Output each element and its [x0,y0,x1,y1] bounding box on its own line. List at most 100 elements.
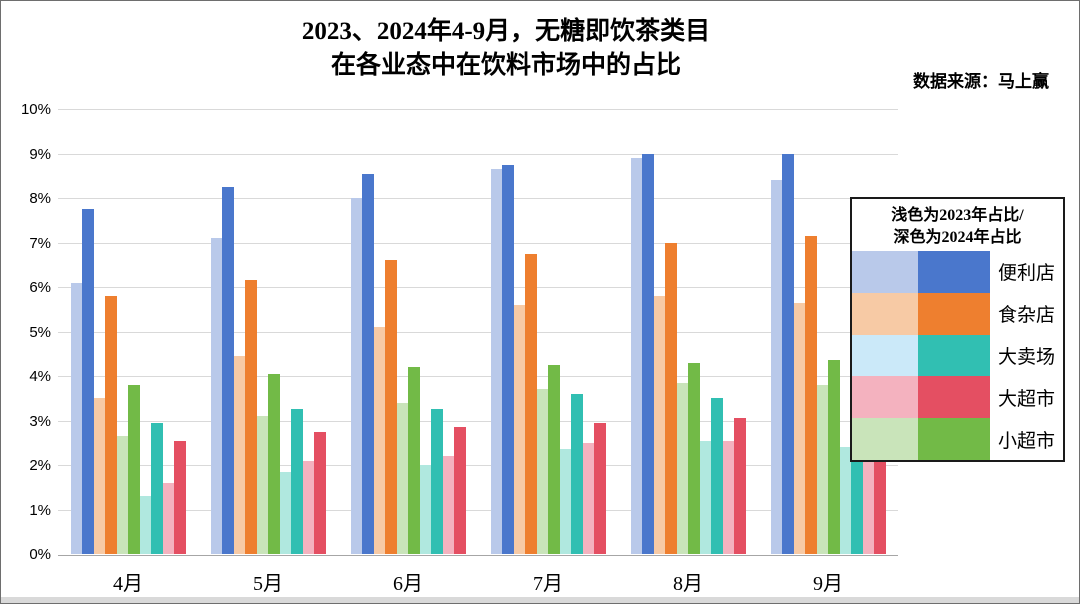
y-tick-label: 10% [20,101,51,118]
bar-小超市-2024-6月 [408,367,420,554]
bar-大超市-2024-5月 [314,431,326,554]
legend-swatch-2023-大卖场 [852,334,918,377]
gridline-8pct [58,198,898,199]
bar-小超市-2023-6月 [396,402,408,554]
bar-大超市-2024-4月 [174,440,186,554]
bar-大卖场-2024-7月 [571,393,583,554]
legend-row-食杂店: 食杂店 [852,292,1063,335]
data-source-label: 数据来源：马上赢 [913,72,1049,91]
gridline-2pct [58,465,898,466]
gridline-0pct [58,555,898,556]
bar-大超市-2024-6月 [454,427,466,554]
legend-swatch-2023-食杂店 [852,292,918,335]
y-tick-label: 4% [29,368,51,385]
legend-swatch-2024-小超市 [918,418,990,460]
bar-食杂店-2024-9月 [805,235,817,554]
legend-swatch-2024-大超市 [918,376,990,419]
y-tick-label: 7% [29,234,51,252]
bar-便利店-2024-9月 [782,153,794,554]
y-tick-label: 8% [29,190,51,207]
y-tick-label: 0% [29,546,51,563]
bar-大卖场-2023-8月 [699,440,711,554]
gridline-10pct [58,109,898,110]
bar-小超市-2024-9月 [828,360,840,554]
bar-食杂店-2023-4月 [93,398,105,554]
chart-title: 2023、2024年4-9月，无糖即饮茶类目 在各业态中在饮料市场中的占比 [61,15,951,83]
gridline-9pct [58,153,898,155]
legend-swatch-2023-大超市 [852,376,918,419]
y-tick-label: 3% [29,412,51,430]
gridline-4pct [58,376,898,377]
bar-便利店-2024-4月 [82,209,94,554]
y-tick-label: 1% [29,501,51,519]
y-tick-label: 5% [29,323,51,341]
bar-食杂店-2023-5月 [233,355,245,554]
bar-大超市-2023-5月 [302,460,314,554]
bar-便利店-2024-7月 [502,164,514,554]
bar-大超市-2023-7月 [582,442,594,554]
x-label-9月: 9月 [813,573,843,595]
x-label-4月: 4月 [113,573,143,595]
bar-便利店-2023-9月 [770,180,782,554]
bar-食杂店-2023-9月 [793,302,805,554]
bar-食杂店-2023-6月 [373,327,385,554]
legend-box: 浅色为2023年占比/ 深色为2024年占比 便利店食杂店大卖场大超市小超市 [850,197,1065,462]
bar-便利店-2023-8月 [630,157,642,554]
bar-大超市-2023-9月 [862,449,874,554]
bar-便利店-2023-6月 [350,198,362,554]
bar-食杂店-2024-5月 [245,280,257,554]
bar-小超市-2023-9月 [816,384,828,554]
bar-便利店-2024-6月 [362,173,374,554]
legend-rows: 便利店食杂店大卖场大超市小超市 [852,251,1063,460]
bar-大超市-2023-8月 [722,440,734,554]
gridline-7pct [58,242,898,244]
bar-大卖场-2023-6月 [419,465,431,554]
legend-label-大超市: 大超市 [997,388,1055,410]
bar-食杂店-2024-7月 [525,253,537,554]
bar-大卖场-2023-5月 [279,471,291,554]
bar-小超市-2024-4月 [128,384,140,554]
legend-row-大超市: 大超市 [852,376,1063,419]
bar-便利店-2024-5月 [222,186,234,554]
x-label-8月: 8月 [673,573,703,595]
x-label-5月: 5月 [253,573,283,595]
screenshot-bottom-edge [1,597,1079,603]
legend-swatch-2024-食杂店 [918,292,990,335]
chart-title-line2: 在各业态中在饮料市场中的占比 [330,52,681,79]
legend-title-line1: 浅色为2023年占比/ [891,207,1024,224]
bar-食杂店-2023-8月 [653,295,665,554]
bar-大卖场-2023-7月 [559,449,571,554]
bar-小超市-2023-7月 [536,389,548,554]
y-tick-label: 2% [29,457,51,474]
legend-row-大卖场: 大卖场 [852,334,1063,377]
gridline-3pct [58,420,898,422]
y-tick-label: 6% [29,279,51,296]
bar-食杂店-2024-4月 [105,295,117,554]
legend-row-小超市: 小超市 [852,418,1063,460]
bar-大卖场-2024-8月 [711,398,723,554]
legend-title: 浅色为2023年占比/ 深色为2024年占比 [852,199,1063,251]
bar-大超市-2023-4月 [162,482,174,554]
legend-swatch-2024-便利店 [918,251,990,293]
bar-小超市-2024-8月 [688,362,700,554]
bar-大超市-2023-6月 [442,456,454,554]
plot-area [58,109,898,556]
bar-大超市-2024-7月 [594,422,606,554]
bar-大卖场-2023-4月 [139,496,151,554]
bar-便利店-2023-7月 [490,169,502,554]
legend-swatch-2023-便利店 [852,251,918,293]
bar-大卖场-2024-6月 [431,409,443,554]
bar-大卖场-2024-5月 [291,409,303,554]
bar-便利店-2023-5月 [210,238,222,554]
bar-小超市-2023-5月 [256,416,268,554]
y-tick-label: 9% [29,145,51,163]
bar-小超市-2023-8月 [676,382,688,554]
legend-label-便利店: 便利店 [997,263,1055,285]
x-label-7月: 7月 [533,573,563,595]
legend-swatch-2024-大卖场 [918,334,990,377]
legend-label-食杂店: 食杂店 [997,305,1055,327]
bar-食杂店-2023-7月 [513,304,525,554]
bar-便利店-2023-4月 [70,282,82,554]
